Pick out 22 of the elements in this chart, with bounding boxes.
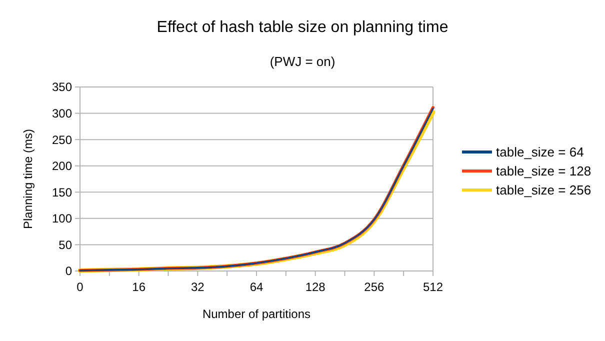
chart-title: Effect of hash table size on planning time [156, 19, 448, 36]
y-tick-label: 200 [52, 159, 72, 174]
x-tick-label: 512 [422, 280, 444, 294]
x-axis-title: Number of partitions [202, 307, 311, 321]
y-tick-label: 0 [65, 264, 72, 278]
y-tick-label: 150 [52, 185, 72, 200]
y-tick-label: 300 [52, 106, 72, 120]
legend-label: table_size = 64 [496, 144, 584, 160]
y-axis-title: Planning time (ms) [21, 128, 35, 230]
x-tick-label: 32 [190, 280, 205, 294]
x-tick-label: 256 [364, 280, 384, 294]
x-tick-label: 64 [250, 280, 264, 294]
y-tick-label: 250 [52, 132, 72, 147]
x-tick-label: 0 [76, 280, 84, 294]
x-tick-label: 16 [132, 280, 146, 294]
y-tick-label: 100 [52, 212, 72, 226]
legend-label: table_size = 128 [496, 164, 592, 179]
legend-label: table_size = 256 [496, 182, 592, 198]
y-tick-label: 50 [58, 238, 72, 252]
y-tick-label: 350 [52, 80, 72, 94]
chart-subtitle: (PWJ = on) [270, 54, 336, 69]
x-tick-label: 128 [305, 280, 326, 294]
